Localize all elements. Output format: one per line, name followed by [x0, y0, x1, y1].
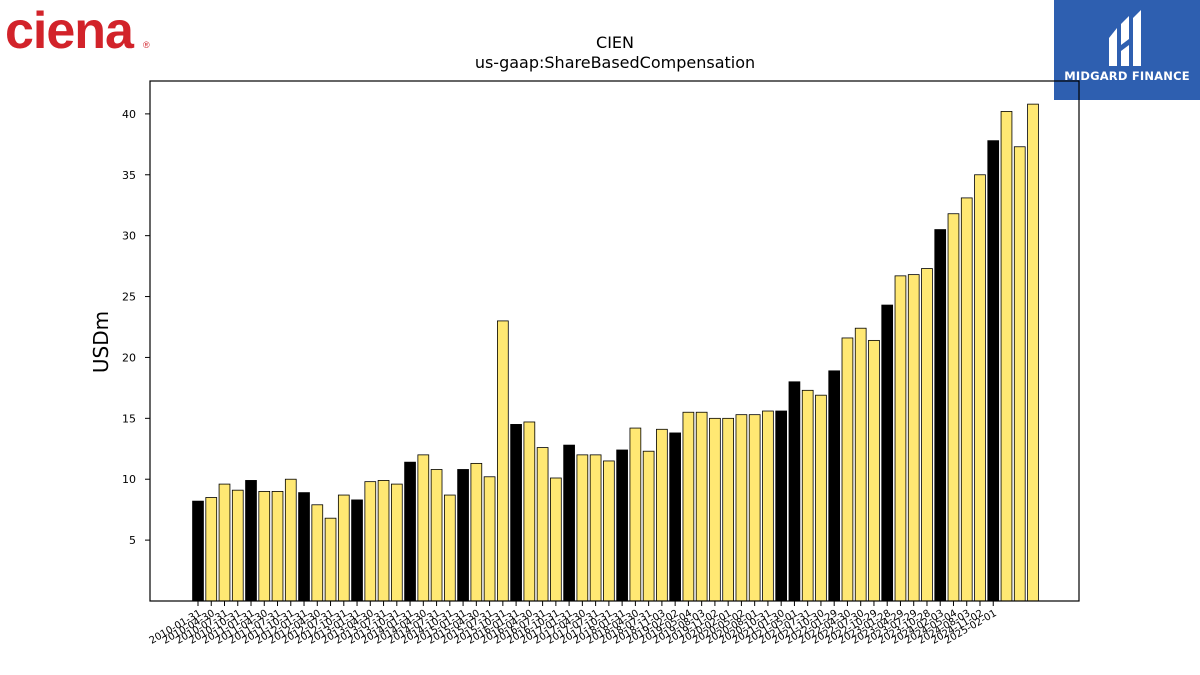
bar-2019-08-03 [695, 411, 708, 602]
bar-2011-07-31 [271, 490, 284, 602]
bar-2010-01-31 [192, 500, 204, 602]
y-tick-label: 5 [129, 534, 136, 547]
bar-2020-05-02 [735, 414, 748, 602]
bar-2024-11-02 [974, 174, 986, 602]
bar-2025-02-01 [987, 140, 1000, 602]
bar-2014-07-31 [430, 469, 443, 602]
y-tick-label: 10 [122, 473, 136, 486]
bar-2023-01-28 [881, 304, 894, 602]
bar-2018-01-31 [616, 449, 628, 602]
bar-undefined [1013, 146, 1026, 602]
ciena-logo-text: ciena [5, 2, 135, 60]
bar-2015-07-31 [483, 476, 496, 602]
bar-2015-04-30 [470, 462, 483, 602]
y-tick-label: 40 [122, 108, 136, 121]
bar-2010-07-31 [218, 483, 231, 602]
bar-2020-10-31 [762, 410, 774, 602]
y-axis-label: USDm [89, 311, 113, 373]
bar-2014-10-31 [443, 494, 456, 602]
bar-2017-01-31 [563, 444, 575, 602]
bar-2023-04-29 [894, 275, 907, 602]
bar-2013-07-31 [377, 480, 390, 602]
bar-2018-07-31 [642, 450, 655, 602]
midgard-finance-logo-text: MIDGARD FINANCE [1064, 69, 1190, 83]
bar-2014-04-30 [417, 454, 430, 602]
bar-2022-01-29 [828, 370, 841, 602]
bar-2012-10-31 [337, 494, 350, 602]
bar-2023-10-28 [921, 268, 933, 602]
bar-2024-02-03 [934, 229, 947, 602]
bar-2010-10-31 [231, 489, 244, 602]
bar-undefined [1027, 103, 1039, 602]
bar-2016-10-31 [550, 477, 562, 602]
y-tick-label: 15 [122, 412, 136, 425]
y-tick-label: 25 [122, 291, 136, 304]
x-axis-ticks: 2010-01-312010-04-302010-07-312010-10-31… [148, 601, 999, 647]
midgard-mark-icon [1109, 10, 1141, 66]
y-tick-label: 30 [122, 230, 136, 243]
ciena-logo: ciena ® [5, 2, 150, 60]
bar-2015-01-31 [457, 469, 469, 602]
bar-2018-11-03 [656, 428, 668, 602]
bar-2016-01-31 [510, 424, 522, 602]
plot-frame [149, 80, 1080, 602]
bar-2019-05-04 [682, 411, 695, 602]
y-tick-label: 35 [122, 169, 136, 182]
bar-2011-10-31 [284, 478, 297, 602]
bar-2024-05-04 [947, 213, 960, 602]
bar-undefined [1000, 111, 1013, 602]
bar-2021-10-30 [815, 394, 827, 602]
midgard-finance-logo: MIDGARD FINANCE [1054, 0, 1200, 100]
bar-2021-07-31 [801, 389, 814, 602]
bar-2023-07-29 [907, 274, 920, 602]
bar-2016-07-31 [536, 447, 549, 602]
bar-2022-10-29 [868, 339, 880, 602]
bars-group [192, 103, 1039, 602]
ciena-logo-registered: ® [143, 40, 150, 50]
bar-2020-02-01 [722, 417, 734, 602]
bar-2012-04-30 [311, 504, 324, 602]
bar-2022-04-30 [841, 337, 854, 602]
y-axis-ticks: 5 10 15 20 25 30 35 40 [122, 108, 150, 547]
bar-2024-08-03 [960, 197, 973, 602]
bar-2013-04-30 [364, 481, 377, 602]
bar-2016-04-30 [523, 421, 536, 602]
bar-2018-04-30 [629, 427, 642, 602]
bar-2013-10-31 [390, 483, 403, 602]
bar-2019-11-02 [709, 417, 721, 602]
y-tick-label: 20 [122, 351, 136, 364]
bar-2011-01-31 [245, 480, 257, 602]
bar-2021-01-30 [775, 410, 788, 602]
bar-2017-04-30 [576, 454, 589, 602]
chart-subtitle: us-gaap:ShareBasedCompensation [475, 53, 755, 72]
bar-2021-05-01 [788, 381, 801, 602]
bar-2019-02-02 [669, 432, 681, 602]
bar-2015-10-31 [497, 320, 509, 602]
bar-2017-07-31 [589, 454, 602, 602]
bar-2011-04-30 [258, 490, 271, 602]
bar-2013-01-31 [351, 499, 363, 602]
bar-2012-07-31 [324, 517, 337, 602]
bar-2012-01-31 [298, 492, 310, 602]
chart-title: CIEN [596, 33, 634, 52]
bar-2014-01-31 [404, 461, 416, 602]
bar-2010-04-30 [205, 497, 218, 602]
chart-title-group: CIEN us-gaap:ShareBasedCompensation [475, 33, 755, 72]
bar-2022-07-30 [854, 327, 867, 602]
bar-2017-10-31 [603, 460, 615, 602]
bar-2020-08-01 [748, 414, 761, 602]
